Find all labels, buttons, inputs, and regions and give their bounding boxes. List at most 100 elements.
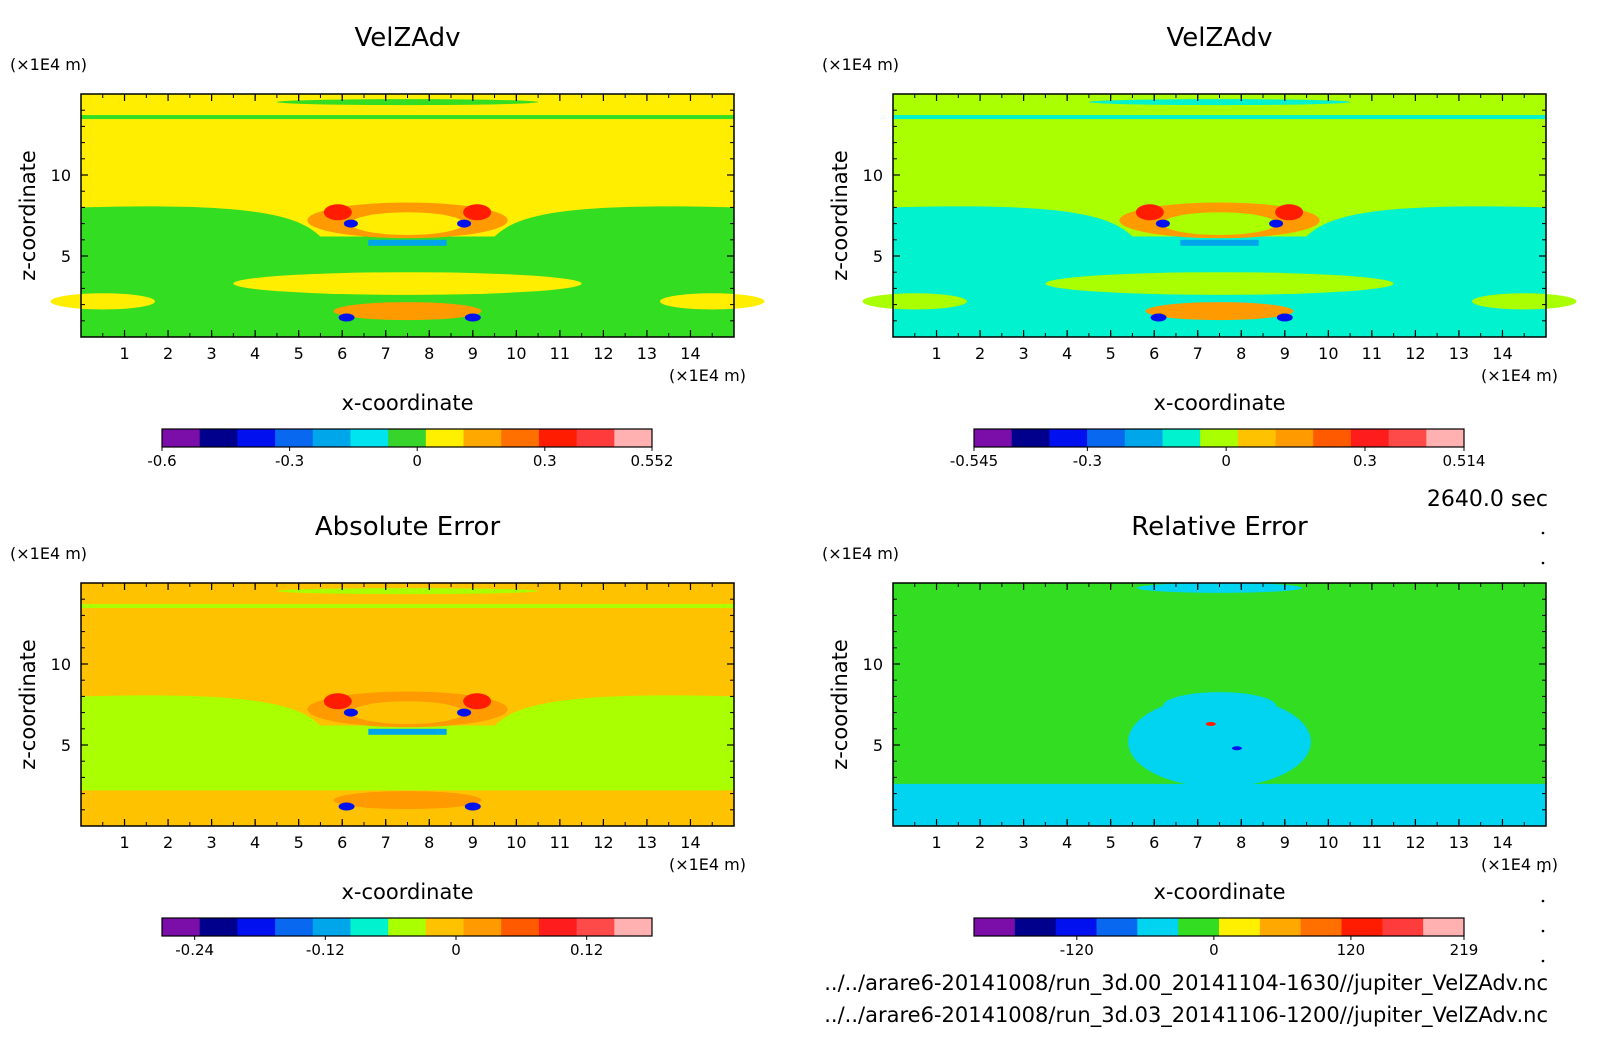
x-tick-label: 11 <box>1362 344 1382 363</box>
x-tick-label: 4 <box>250 833 260 852</box>
y-tick-label: 5 <box>61 247 71 266</box>
colorbar-swatch <box>350 429 389 447</box>
colorbar-swatch <box>1087 429 1126 447</box>
colorbar-tick-label: 0.12 <box>570 941 603 959</box>
colorbar-tick-label: 0 <box>451 941 461 959</box>
colorbar-swatch <box>974 429 1013 447</box>
x-unit-label: (×1E4 m) <box>669 366 746 385</box>
x-tick-label: 7 <box>1193 344 1203 363</box>
x-tick-label: 2 <box>975 833 985 852</box>
x-tick-label: 8 <box>1236 344 1246 363</box>
x-tick-label: 2 <box>163 833 173 852</box>
colorbar-tick-label: -0.545 <box>950 452 998 470</box>
colorbar-tick-label: 0.552 <box>631 452 674 470</box>
colorbar-tick-label: -0.3 <box>1073 452 1102 470</box>
colorbar-swatch <box>312 429 351 447</box>
colorbar-tick-label: 0 <box>412 452 422 470</box>
x-tick-label: 14 <box>680 344 700 363</box>
y-tick-label: 10 <box>51 655 71 674</box>
x-tick-label: 1 <box>119 344 129 363</box>
colorbar-swatch <box>425 918 465 936</box>
colorbar-tick-label: -0.12 <box>306 941 345 959</box>
x-tick-label: 9 <box>1280 344 1290 363</box>
colorbar-swatch <box>501 429 540 447</box>
panel-title: VelZAdv <box>354 23 460 53</box>
x-tick-label: 7 <box>381 344 391 363</box>
colorbar-swatch <box>501 918 540 936</box>
x-tick-label: 3 <box>1019 833 1029 852</box>
colorbar-swatch <box>1300 918 1342 936</box>
x-tick-label: 8 <box>424 833 434 852</box>
colorbar-swatch <box>350 918 389 936</box>
colorbar-swatch <box>974 918 1016 936</box>
x-tick-label: 6 <box>1149 344 1159 363</box>
colorbar-swatch <box>388 918 427 936</box>
colorbar-swatch <box>1096 918 1138 936</box>
x-unit-label: (×1E4 m) <box>1481 855 1558 874</box>
x-tick-label: 14 <box>680 833 700 852</box>
x-tick-label: 4 <box>1062 833 1072 852</box>
x-tick-label: 13 <box>1449 833 1469 852</box>
colorbar-swatch <box>425 429 465 447</box>
colorbar-swatch <box>1055 918 1097 936</box>
x-tick-label: 11 <box>1362 833 1382 852</box>
colorbar-swatch <box>1382 918 1424 936</box>
x-tick-label: 10 <box>506 344 526 363</box>
colorbar-swatch <box>199 918 238 936</box>
x-tick-label: 4 <box>1062 344 1072 363</box>
colorbar-swatch <box>1011 429 1050 447</box>
y-tick-label: 10 <box>863 166 883 185</box>
x-axis-label: x-coordinate <box>1153 391 1285 415</box>
colorbar-tick-label: 219 <box>1450 941 1479 959</box>
x-tick-label: 2 <box>163 344 173 363</box>
x-tick-label: 12 <box>1405 833 1425 852</box>
colorbar-tick-label: -0.6 <box>147 452 176 470</box>
x-tick-label: 12 <box>1405 344 1425 363</box>
y-unit-label: (×1E4 m) <box>822 544 899 563</box>
colorbar-swatch <box>1275 429 1314 447</box>
x-tick-label: 5 <box>1106 833 1116 852</box>
x-tick-label: 10 <box>1318 833 1338 852</box>
x-tick-label: 11 <box>550 344 570 363</box>
x-unit-label: (×1E4 m) <box>669 855 746 874</box>
y-tick-label: 5 <box>61 736 71 755</box>
x-tick-label: 9 <box>1280 833 1290 852</box>
y-tick-label: 5 <box>873 247 883 266</box>
colorbar-swatch <box>199 429 238 447</box>
panel-4: Relative Error(×1E4 m)1 2 3 4 5 6 7 8 9 10 11 12 13 1… <box>822 512 1558 959</box>
colorbar-swatch <box>1350 429 1390 447</box>
colorbar-swatch <box>1124 429 1163 447</box>
file-path-1: ../../arare6-20141008/run_3d.00_20141104… <box>824 971 1548 996</box>
heatmap-field <box>893 582 1546 826</box>
colorbar-swatch <box>162 429 201 447</box>
x-tick-label: 13 <box>637 833 657 852</box>
x-tick-label: 5 <box>294 833 304 852</box>
colorbar-swatch <box>1237 429 1277 447</box>
x-tick-label: 10 <box>506 833 526 852</box>
colorbar-swatch <box>1014 918 1057 936</box>
y-unit-label: (×1E4 m) <box>10 55 87 74</box>
colorbar-swatch <box>1049 429 1088 447</box>
y-tick-label: 10 <box>51 166 71 185</box>
x-tick-label: 13 <box>1449 344 1469 363</box>
y-unit-label: (×1E4 m) <box>822 55 899 74</box>
heatmap-field <box>50 94 765 337</box>
colorbar-tick-label: 120 <box>1337 941 1366 959</box>
colorbar-swatch <box>312 918 351 936</box>
x-tick-label: 14 <box>1492 833 1512 852</box>
panel-2: VelZAdv(×1E4 m)1 2 3 4 5 6 7 8 9 10 11 12 13 14510(×1… <box>822 23 1577 470</box>
colorbar-tick-label: 0 <box>1209 941 1219 959</box>
colorbar-tick-label: 0.3 <box>533 452 557 470</box>
x-tick-label: 11 <box>550 833 570 852</box>
x-axis-label: x-coordinate <box>1153 880 1285 904</box>
colorbar-swatch <box>275 429 314 447</box>
panel-title: Relative Error <box>1131 512 1308 542</box>
colorbar-swatch <box>463 429 502 447</box>
colorbar-swatch <box>1259 918 1302 936</box>
stray-dots <box>1541 531 1545 963</box>
colorbar-tick-label: -120 <box>1060 941 1094 959</box>
colorbar-swatch <box>463 918 502 936</box>
colorbar-swatch <box>1200 429 1239 447</box>
colorbar-swatch <box>237 429 276 447</box>
